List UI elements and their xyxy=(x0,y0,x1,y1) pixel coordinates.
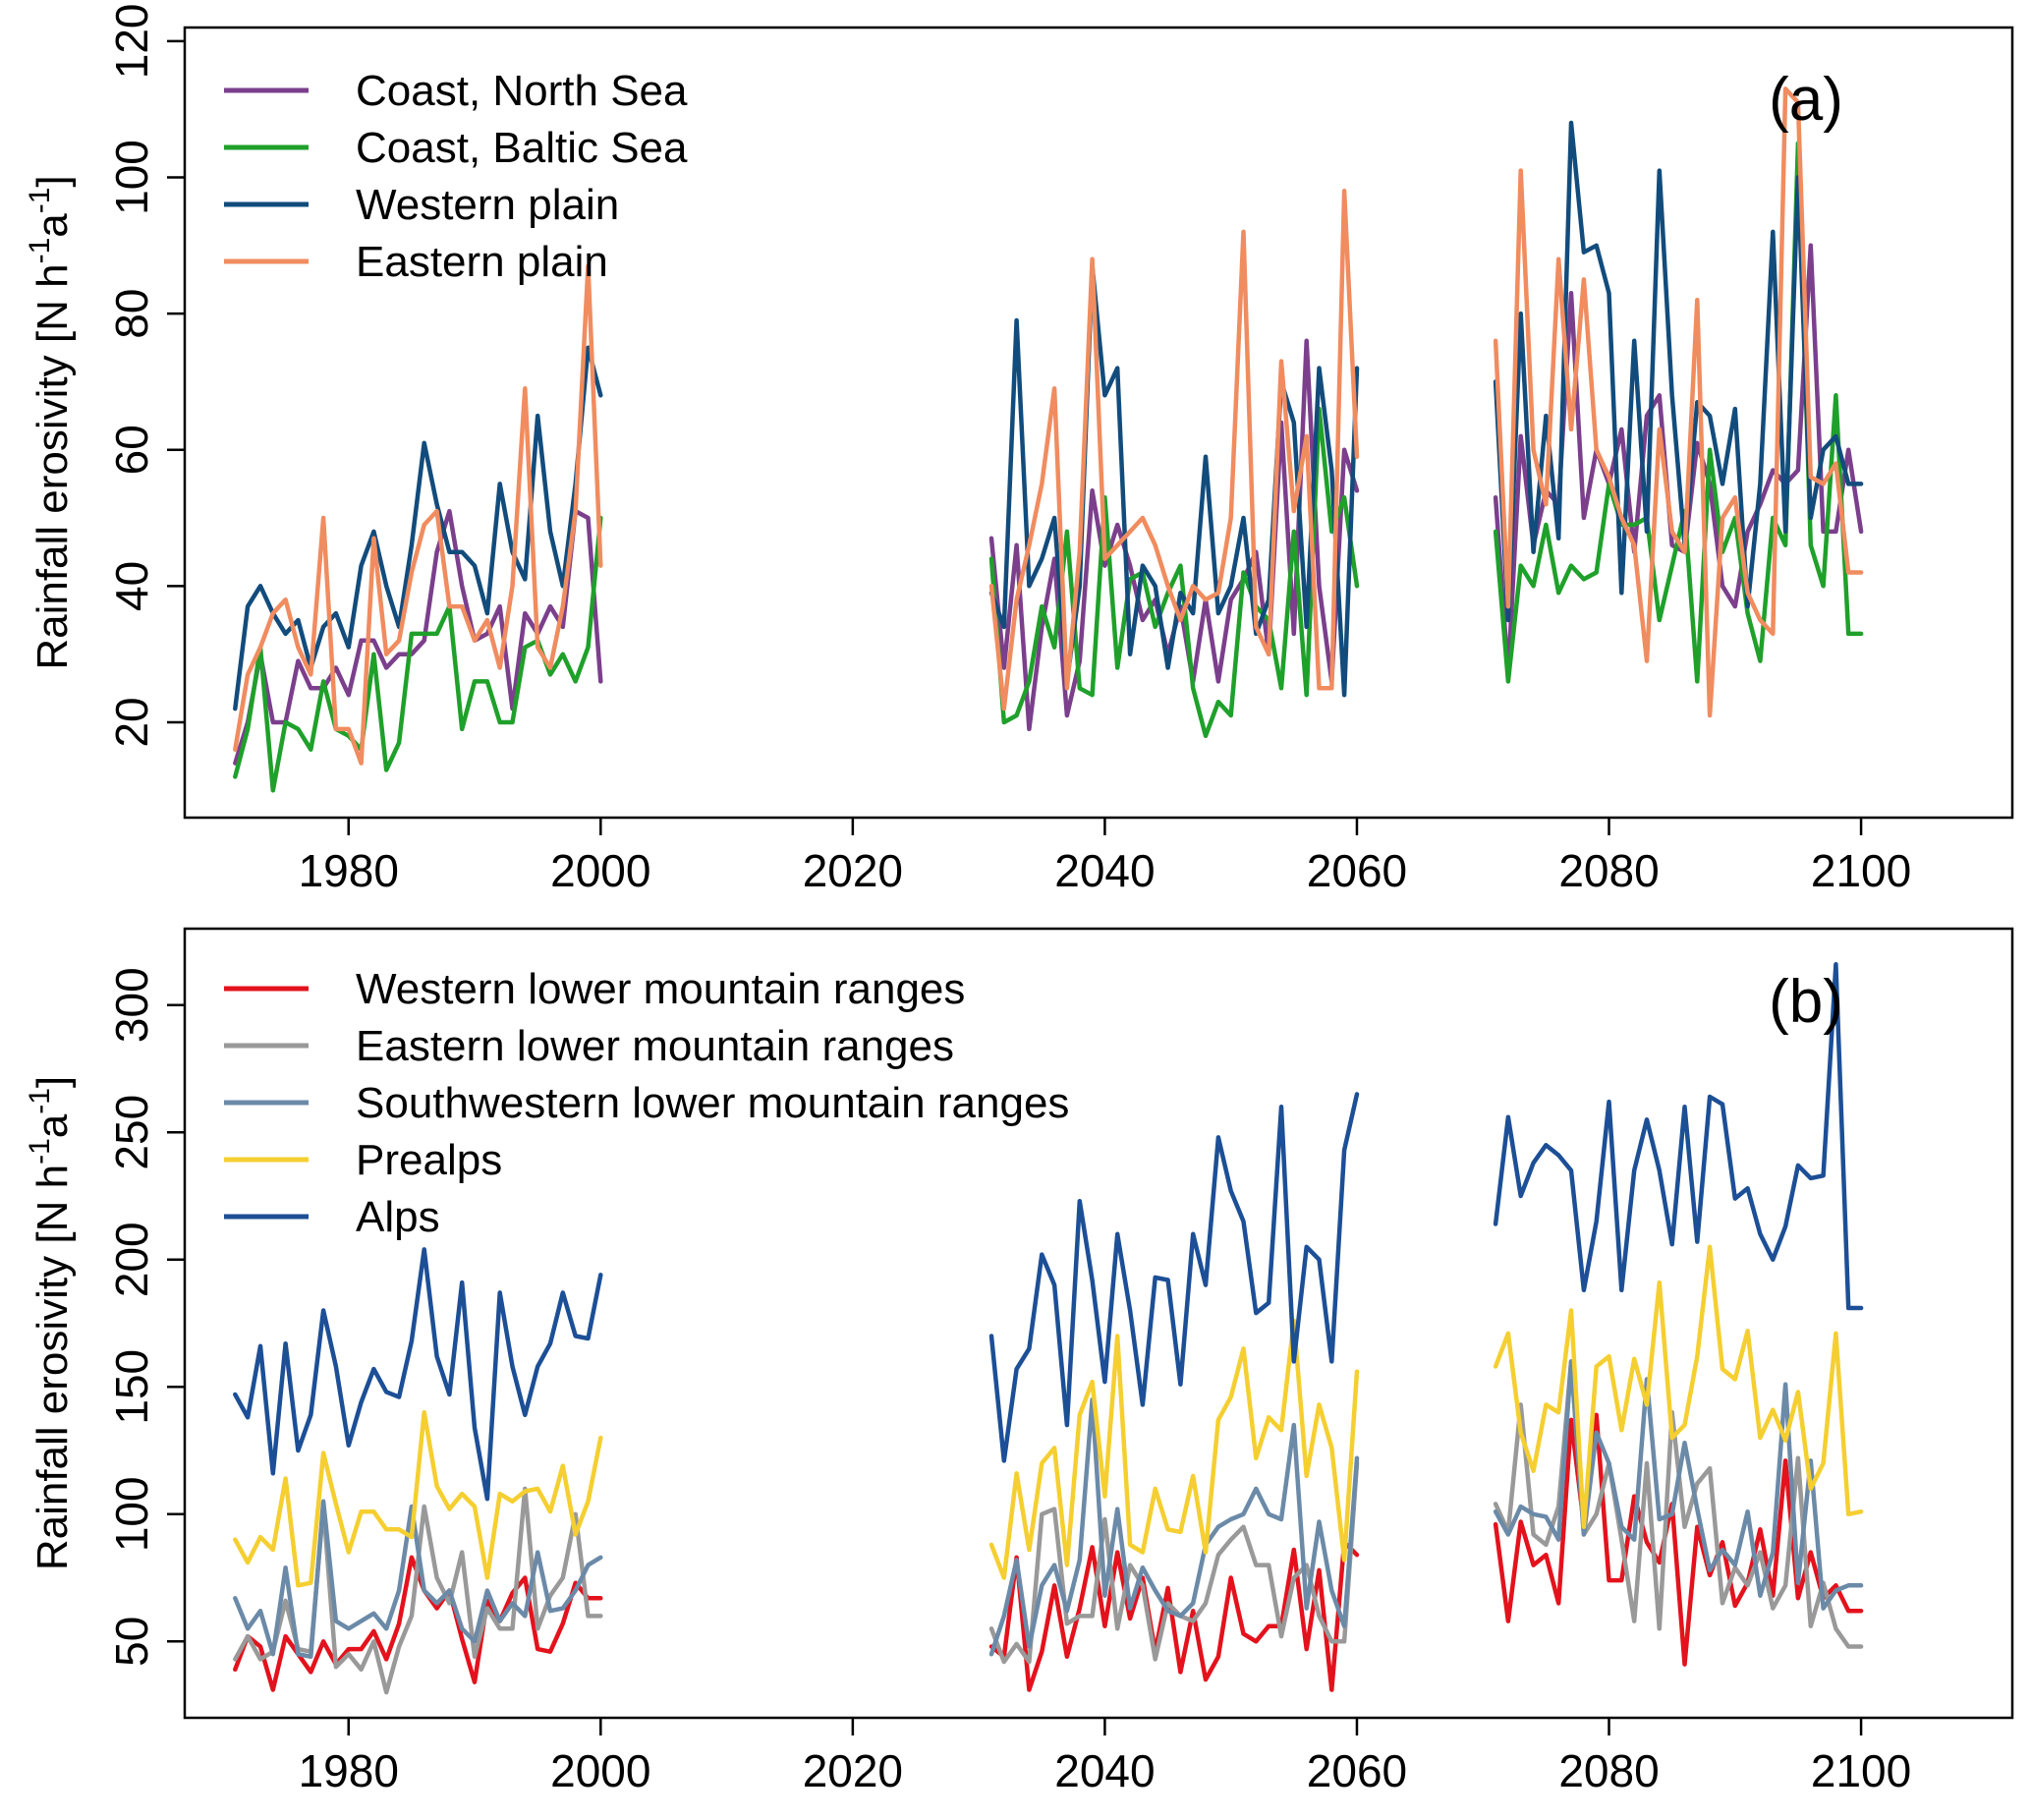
y-axis-title-mid: a xyxy=(28,1113,77,1138)
y-tick-label: 60 xyxy=(106,425,157,475)
legend-label: Eastern lower mountain ranges xyxy=(356,1022,954,1070)
series-line-4-period-0 xyxy=(233,1247,603,1502)
series-line-4-period-2 xyxy=(1493,962,1864,1311)
y-axis-title-sup2: -1 xyxy=(24,1088,56,1114)
x-tick-label: 1980 xyxy=(299,845,399,896)
legend: Coast, North Sea Coast, Baltic Sea Western… xyxy=(224,67,688,286)
legend-label: Southwestern lower mountain ranges xyxy=(356,1079,1069,1127)
y-axis-title-end: ] xyxy=(28,175,77,187)
y-axis-title: Rainfall erosivity [N h-1a-1] xyxy=(24,175,77,669)
x-tick-label: 2060 xyxy=(1307,845,1407,896)
y-tick-label: 150 xyxy=(106,1349,157,1425)
y-axis-title-sup2: -1 xyxy=(24,188,56,214)
x-tick-label: 2020 xyxy=(803,845,903,896)
series-line-2-period-2 xyxy=(1493,120,1864,623)
series-line-3-period-2 xyxy=(1493,86,1864,718)
legend-label: Coast, Baltic Sea xyxy=(356,124,688,172)
y-tick-label: 40 xyxy=(106,561,157,611)
series-line-1-period-1 xyxy=(988,1460,1360,1665)
x-tick-label: 2080 xyxy=(1558,845,1659,896)
series-line-3-period-0 xyxy=(233,263,603,766)
y-axis-title-main: Rainfall erosivity [N h xyxy=(28,263,77,669)
x-tick-label: 2080 xyxy=(1558,1745,1659,1796)
series-line-3-period-1 xyxy=(988,189,1360,711)
series-line-2-period-2 xyxy=(1493,1359,1864,1611)
series-line-1-period-0 xyxy=(233,515,603,793)
panel-label: (a) xyxy=(1769,66,1843,134)
legend-label: Coast, North Sea xyxy=(356,67,688,115)
series-line-2-period-1 xyxy=(988,263,1360,698)
y-tick-label: 20 xyxy=(106,697,157,747)
series-line-0-period-0 xyxy=(233,508,603,766)
series-line-2-period-0 xyxy=(233,345,603,711)
y-axis-title-main: Rainfall erosivity [N h xyxy=(28,1165,77,1570)
series-line-1-period-1 xyxy=(988,406,1360,739)
x-tick-label: 2100 xyxy=(1811,1745,1911,1796)
series-line-2-period-0 xyxy=(233,1499,603,1660)
y-axis-title-sup1: -1 xyxy=(24,238,56,264)
plot-frame xyxy=(183,26,2014,820)
y-axis-title-end: ] xyxy=(28,1076,77,1088)
panel-b: 1980 2000 2020 2040 2060 2080 2100 50 100 150 200 2… xyxy=(24,927,2014,1796)
y-axis-title-mid: a xyxy=(28,213,77,238)
x-tick-label: 2020 xyxy=(803,1745,903,1796)
panel-label: (b) xyxy=(1769,968,1843,1036)
y-tick-label: 250 xyxy=(106,1095,157,1170)
x-tick-label: 2040 xyxy=(1054,845,1155,896)
series-line-2-period-1 xyxy=(988,1396,1360,1657)
y-tick-label: 100 xyxy=(106,1476,157,1552)
legend-label: Western plain xyxy=(356,181,619,229)
y-axis-title: Rainfall erosivity [N h-1a-1] xyxy=(24,1076,77,1570)
legend-label: Alps xyxy=(356,1193,440,1241)
series-line-3-period-2 xyxy=(1493,1244,1864,1529)
legend-label: Eastern plain xyxy=(356,238,608,286)
legend-label: Western lower mountain ranges xyxy=(356,965,965,1013)
series-line-0-period-2 xyxy=(1493,1412,1864,1667)
legend-label: Prealps xyxy=(356,1136,502,1184)
series-line-0-period-1 xyxy=(988,1540,1360,1692)
x-tick-label: 2060 xyxy=(1307,1745,1407,1796)
y-tick-label: 80 xyxy=(106,289,157,339)
panel-a: 1980 2000 2020 2040 2060 2080 2100204060801001… xyxy=(24,3,2014,896)
x-tick-label: 2000 xyxy=(550,845,650,896)
x-tick-label: 2040 xyxy=(1054,1745,1155,1796)
y-tick-label: 120 xyxy=(106,3,157,79)
y-tick-label: 200 xyxy=(106,1222,157,1297)
y-tick-label: 50 xyxy=(106,1617,157,1667)
plot-frame xyxy=(183,927,2014,1720)
legend: Western lower mountain ranges Eastern low… xyxy=(224,965,1069,1241)
x-tick-label: 2000 xyxy=(550,1745,650,1796)
series-line-4-period-1 xyxy=(988,1092,1360,1463)
x-tick-label: 2100 xyxy=(1811,845,1911,896)
y-tick-label: 300 xyxy=(106,967,157,1043)
y-axis-title-sup1: -1 xyxy=(24,1138,56,1165)
x-tick-label: 1980 xyxy=(299,1745,399,1796)
y-tick-label: 100 xyxy=(106,140,157,215)
series-line-3-period-0 xyxy=(233,1409,603,1588)
